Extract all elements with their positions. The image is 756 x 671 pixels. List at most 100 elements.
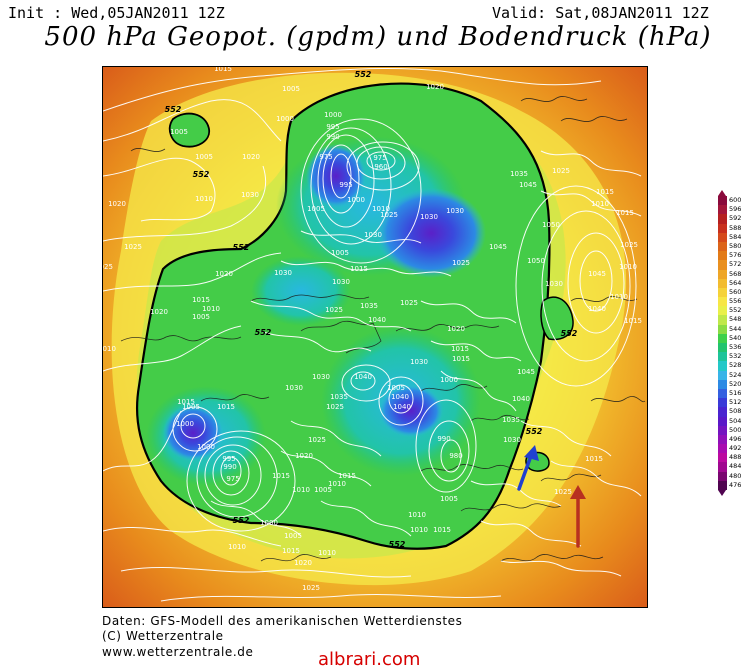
isobar-label: 960	[374, 163, 387, 171]
legend-label: 528	[729, 361, 742, 370]
isobar-label: 1020	[108, 200, 126, 208]
legend-label: 536	[729, 343, 742, 351]
isobar-label: 975	[226, 475, 239, 483]
legend-swatch	[718, 379, 727, 389]
isobar-label: 1005	[195, 153, 213, 161]
isobar-label: 1005	[331, 249, 349, 257]
legend-entry: 560	[718, 287, 754, 298]
legend-entry: 536	[718, 343, 754, 353]
isobar-label: 1035	[360, 302, 378, 310]
geopotential-contour-label: 552	[389, 540, 406, 549]
legend-swatch	[718, 260, 727, 270]
legend-entry: 484	[718, 462, 754, 472]
isobar-label: 1025	[302, 584, 320, 592]
legend-entry: 556	[718, 297, 754, 307]
isobar-label: 1015	[452, 355, 470, 363]
isobar-label: 1020	[294, 559, 312, 567]
legend-entry: 516	[718, 388, 754, 399]
geopotential-labels: 552 552 552 552 552 552 552 552 552	[165, 70, 578, 549]
copyright: (C) Wetterzentrale	[102, 629, 224, 643]
geopotential-contour-label: 552	[233, 243, 250, 252]
isobar-label: 1035	[502, 416, 520, 424]
isobar-label: 1010	[619, 263, 637, 271]
website-url[interactable]: www.wetterzentrale.de	[102, 645, 254, 659]
legend-swatch	[718, 343, 727, 353]
legend-label: 552	[729, 306, 742, 315]
legend-label: 496	[729, 434, 742, 443]
isobar-label: 1010	[292, 486, 310, 494]
isobar-label: 1015	[596, 188, 614, 196]
legend-label: 548	[729, 315, 742, 324]
isobar-label: 1000	[197, 443, 215, 451]
isobar-label: 1030	[241, 191, 259, 199]
legend-entry: 528	[718, 361, 754, 371]
legend-label: 544	[729, 324, 742, 333]
isobar-label: 1020	[242, 153, 260, 161]
legend-label: 572	[729, 260, 742, 269]
isobar-label: 1025	[452, 259, 470, 267]
isobar-label: 1030	[420, 213, 438, 221]
legend-entry: 480	[718, 471, 754, 481]
isobar-label: 1050	[542, 221, 560, 229]
isobar-label: 995	[339, 181, 352, 189]
trough-center-south	[379, 385, 443, 437]
legend-entry: 568	[718, 269, 754, 279]
legend-label: 576	[729, 251, 742, 260]
isobar-label: 1010	[410, 526, 428, 534]
legend-entry: 504	[718, 416, 754, 426]
legend-entry: 576	[718, 251, 754, 261]
isobar-label: 1025	[554, 488, 572, 496]
legend-entry: 592	[718, 214, 754, 224]
legend-entry: 512	[718, 398, 754, 408]
legend-label: 500	[729, 425, 742, 434]
isobar-label: 1030	[545, 280, 563, 288]
isobar-label: 1040	[391, 393, 409, 401]
blue-arrow	[517, 445, 539, 491]
isobar-label: 1045	[517, 368, 535, 376]
geopotential-contour-label: 552	[233, 516, 250, 525]
isobar-label: 1010	[195, 195, 213, 203]
isobar-label: 1010	[408, 511, 426, 519]
legend-swatch	[718, 462, 727, 472]
isobar-label: 1025	[552, 167, 570, 175]
legend-label: 568	[729, 269, 742, 278]
isobar-label: 1000	[176, 420, 194, 428]
isobar-label: 1010	[591, 200, 609, 208]
isobar-label: 1020	[447, 325, 465, 333]
legend-entry: 476	[718, 480, 754, 490]
geopotential-contour-label: 552	[561, 329, 578, 338]
legend-label: 556	[729, 297, 742, 306]
isobar-label: 1010	[372, 205, 390, 213]
legend-entry: 500	[718, 425, 754, 435]
isobar-label: 1005	[307, 205, 325, 213]
geopotential-contour-label: 552	[193, 170, 210, 179]
legend-label: 524	[729, 370, 742, 379]
legend-label: 532	[729, 352, 742, 361]
legend-swatch	[718, 398, 727, 408]
isobar-label: 1010	[202, 305, 220, 313]
legend-entry: 588	[718, 223, 754, 233]
legend-label: 480	[729, 471, 742, 480]
green-alaska-blob	[169, 112, 210, 148]
legend-label: 600	[729, 196, 742, 204]
legend-swatch	[718, 297, 727, 307]
legend-entry: 584	[718, 232, 754, 242]
isobar-label: 990	[437, 435, 450, 443]
isobar-label: 1020	[295, 452, 313, 460]
isobar-label: 1010	[328, 480, 346, 488]
isobar-label: 975	[373, 154, 386, 162]
legend-entry: 552	[718, 306, 754, 316]
legend-label: 508	[729, 407, 742, 416]
isobar-label: 1005	[387, 384, 405, 392]
geopotential-contour-label: 552	[255, 328, 272, 337]
data-source: Daten: GFS-Modell des amerikanischen Wet…	[102, 614, 463, 628]
legend-entry: 532	[718, 352, 754, 362]
legend-label: 488	[729, 453, 742, 462]
isobar-label: 1005	[170, 128, 188, 136]
legend-swatch	[718, 434, 727, 445]
legend-swatch	[718, 214, 727, 224]
legend-swatch	[718, 315, 727, 325]
legend-entry: 524	[718, 370, 754, 380]
isobar-label: 1020	[215, 270, 233, 278]
legend-entry: 596	[718, 205, 754, 215]
